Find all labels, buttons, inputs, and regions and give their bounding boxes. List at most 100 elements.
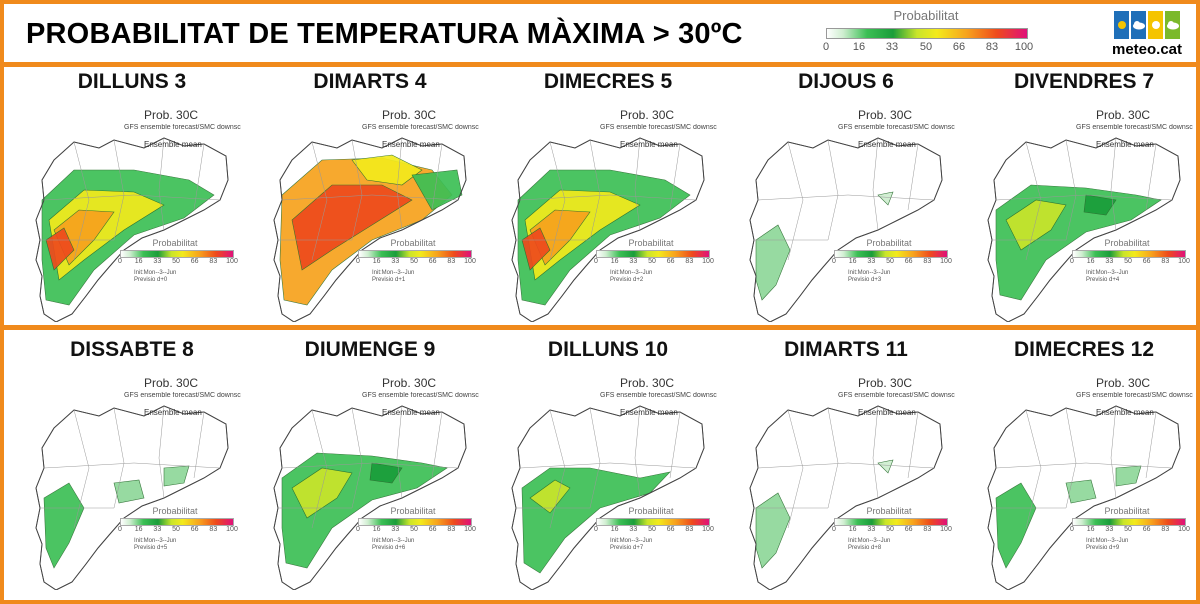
- map-legend-tick: 16: [1086, 526, 1095, 533]
- probability-map: Prob. 30C GFS ensemble forecast/SMC down…: [728, 100, 964, 322]
- map-legend-tick: 83: [685, 258, 694, 265]
- map-init-info: Init:Mon--3--Jun Previsio d+3: [848, 270, 890, 284]
- map-legend: Probabilitat 0 16 33 50 66 83 100: [1062, 238, 1192, 268]
- init-text: Init:Mon--3--Jun: [1086, 270, 1129, 276]
- map-ensemble-label: Ensemble mean: [382, 140, 440, 149]
- map-subtitle: GFS ensemble forecast/SMC downsc: [838, 392, 955, 399]
- map-legend-tick: 33: [391, 526, 400, 533]
- map-subtitle: GFS ensemble forecast/SMC downsc: [1076, 392, 1193, 399]
- map-legend-bar: [1072, 250, 1186, 258]
- probability-map: Prob. 30C GFS ensemble forecast/SMC down…: [966, 368, 1200, 590]
- probability-area: [1083, 194, 1117, 216]
- comarca-boundary: [1145, 143, 1157, 211]
- map-legend-bar: [358, 518, 472, 526]
- map-title: Prob. 30C: [858, 376, 913, 390]
- map-ensemble-label: Ensemble mean: [382, 408, 440, 417]
- map-legend-tick: 50: [410, 526, 418, 533]
- map-ensemble-label: Ensemble mean: [1096, 140, 1154, 149]
- map-legend: Probabilitat 0 16 33 50 66 83 100: [1062, 506, 1192, 536]
- comarca-boundary: [113, 139, 125, 241]
- forecast-panel-7[interactable]: DIUMENGE 9 Prob. 30C GFS ensemble foreca…: [252, 338, 488, 593]
- comarca-boundary: [669, 411, 681, 479]
- map-legend-tick: 16: [848, 258, 857, 265]
- map-legend-ticks: 0 16 33 50 66 83 100: [1070, 526, 1190, 535]
- map-legend-tick: 16: [610, 526, 619, 533]
- map-init-info: Init:Mon--3--Jun Previsio d+5: [134, 538, 176, 552]
- map-legend-tick: 33: [1105, 258, 1114, 265]
- forecast-panel-3[interactable]: DIMECRES 5 Prob. 30C GFS ensemble foreca…: [490, 70, 726, 325]
- map-legend-title: Probabilitat: [152, 506, 198, 516]
- forecast-panel-5[interactable]: DIVENDRES 7 Prob. 30C GFS ensemble forec…: [966, 70, 1200, 325]
- comarca-boundary: [519, 462, 697, 469]
- catalonia-map: [35, 137, 229, 322]
- comarca-boundary: [669, 143, 681, 211]
- init-text: Init:Mon--3--Jun: [610, 538, 653, 544]
- map-init-info: Init:Mon--3--Jun Previsio d+6: [372, 538, 414, 552]
- map-legend-tick: 50: [648, 526, 656, 533]
- catalonia-border: [35, 405, 229, 590]
- map-legend-tick: 33: [867, 258, 876, 265]
- forecast-panel-10[interactable]: DIMECRES 12 Prob. 30C GFS ensemble forec…: [966, 338, 1200, 593]
- map-legend-tick: 50: [172, 258, 180, 265]
- forecast-panel-8[interactable]: DILLUNS 10 Prob. 30C GFS ensemble foreca…: [490, 338, 726, 593]
- map-title: Prob. 30C: [144, 108, 199, 122]
- init-text: Init:Mon--3--Jun: [372, 270, 415, 276]
- probability-area: [877, 459, 894, 474]
- map-legend-tick: 16: [1086, 258, 1095, 265]
- forecast-panel-2[interactable]: DIMARTS 4 Prob. 30C GFS ensemble forecas…: [252, 70, 488, 325]
- map-legend-tick: 100: [226, 258, 238, 265]
- comarca-boundary: [519, 194, 697, 201]
- day-label: DISSABTE 8: [70, 338, 194, 361]
- comarca-boundary: [757, 194, 935, 201]
- comarca-boundary: [193, 143, 205, 211]
- map-legend-tick: 66: [428, 526, 437, 533]
- map-legend-tick: 66: [1142, 258, 1151, 265]
- legend-tick: 83: [985, 41, 999, 53]
- probability-map: Prob. 30C GFS ensemble forecast/SMC down…: [728, 368, 964, 590]
- map-legend-tick: 50: [648, 258, 656, 265]
- map-legend-tick: 100: [940, 526, 952, 533]
- map-legend-tick: 0: [1070, 258, 1074, 265]
- catalonia-map: [749, 405, 943, 590]
- legend-title: Probabilitat: [893, 8, 959, 23]
- lead-text: Previsio d+8: [848, 545, 882, 551]
- forecast-panel-1[interactable]: DILLUNS 3 Prob. 30C GFS ensemble forecas…: [14, 70, 250, 325]
- probability-map: Prob. 30C GFS ensemble forecast/SMC down…: [14, 100, 250, 322]
- day-label: DIMECRES 12: [1013, 338, 1155, 361]
- map-legend-tick: 33: [1105, 526, 1114, 533]
- meteocat-logo[interactable]: meteo.cat: [1110, 11, 1184, 61]
- map-legend-tick: 50: [886, 258, 894, 265]
- map-legend-tick: 100: [702, 258, 714, 265]
- forecast-panel-6[interactable]: DISSABTE 8 Prob. 30C GFS ensemble foreca…: [14, 338, 250, 593]
- probability-area: [291, 184, 413, 271]
- map-legend-bar: [834, 250, 948, 258]
- cloud-icon: [1165, 11, 1180, 39]
- comarca-boundary: [193, 411, 205, 479]
- map-legend-tick: 16: [610, 258, 619, 265]
- day-label: DIMARTS 11: [784, 338, 908, 361]
- probability-area: [1115, 465, 1142, 487]
- header: PROBABILITAT DE TEMPERATURA MÀXIMA > 30º…: [4, 4, 1196, 67]
- cloud-icon: [1131, 11, 1146, 39]
- map-ensemble-label: Ensemble mean: [620, 408, 678, 417]
- map-legend-ticks: 0 16 33 50 66 83 100: [356, 258, 476, 267]
- comarca-boundary: [589, 407, 601, 509]
- forecast-panel-9[interactable]: DIMARTS 11 Prob. 30C GFS ensemble foreca…: [728, 338, 964, 593]
- map-legend-ticks: 0 16 33 50 66 83 100: [118, 526, 238, 535]
- legend-tick: 0: [822, 41, 830, 53]
- map-legend-tick: 0: [594, 258, 598, 265]
- forecast-panel-4[interactable]: DIJOUS 6 Prob. 30C GFS ensemble forecast…: [728, 70, 964, 325]
- map-legend-tick: 66: [190, 526, 199, 533]
- comarca-boundary: [281, 462, 459, 469]
- catalonia-border: [987, 405, 1181, 590]
- map-legend: Probabilitat 0 16 33 50 66 83 100: [824, 238, 954, 268]
- legend-tick: 33: [885, 41, 899, 53]
- map-legend: Probabilitat 0 16 33 50 66 83 100: [110, 238, 240, 268]
- map-legend-tick: 100: [464, 258, 476, 265]
- map-legend-bar: [596, 250, 710, 258]
- init-text: Init:Mon--3--Jun: [372, 538, 415, 544]
- logo-icons: [1114, 11, 1180, 39]
- comarca-boundary: [634, 137, 641, 231]
- sun-icon: [1114, 11, 1129, 39]
